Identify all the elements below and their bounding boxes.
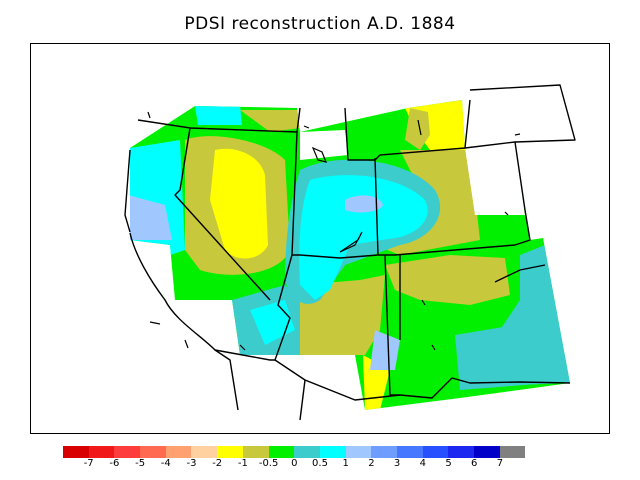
zone-slightly-dry-north [405, 108, 430, 150]
legend-tick-label: 1 [342, 458, 349, 469]
legend-tick-label: -5 [135, 458, 146, 469]
zone-dry-west [210, 148, 268, 259]
legend-swatch [396, 446, 423, 458]
zone-slightly-wet-south-east [455, 325, 550, 390]
legend-tick-label: -7 [83, 458, 94, 469]
legend-tick-label: 5 [445, 458, 452, 469]
legend-swatch [217, 446, 243, 458]
legend-tick-label: 6 [471, 458, 478, 469]
legend-tick-labels: -7 -6 -5 -4 -3 -2 -1 -0.5 0 0.5 1 2 3 4 5 6 7 [0, 458, 640, 474]
lakes-islands [147, 111, 521, 351]
legend-tick-label: 4 [419, 458, 426, 469]
legend-swatch [319, 446, 346, 458]
legend-swatch [474, 446, 500, 458]
zone-wet-central [299, 175, 428, 300]
zone-slightly-dry-northwest [240, 110, 300, 132]
legend-swatch [422, 446, 449, 458]
zone-very-wet-west [130, 195, 172, 240]
legend-swatch [242, 446, 269, 458]
legend-swatch [140, 446, 166, 458]
legend-tick-label: 7 [496, 458, 504, 469]
legend-swatch [191, 446, 218, 458]
legend-tick-label: -3 [186, 458, 197, 469]
legend-swatch [268, 446, 295, 458]
zone-slightly-dry-central [385, 255, 510, 305]
legend-swatch [448, 446, 474, 458]
zone-very-wet-south [370, 330, 400, 370]
legend-swatch [499, 446, 526, 458]
legend-swatch [371, 446, 397, 458]
zone-wet-north [195, 106, 242, 125]
legend-tick-label: -2 [212, 458, 223, 469]
legend-tick-label: 3 [393, 458, 401, 469]
legend-swatch [294, 446, 320, 458]
legend-swatch [63, 446, 89, 458]
legend-tick-label: 0.5 [312, 458, 328, 469]
legend-swatch [345, 446, 372, 458]
unshaded-montana-corner [300, 130, 348, 160]
zone-very-wet-central [345, 195, 383, 213]
color-legend [63, 446, 526, 458]
unshaded-north-dakota [465, 142, 525, 215]
legend-tick-label: -1 [237, 458, 248, 469]
legend-swatch [114, 446, 141, 458]
legend-tick-label: 0 [291, 458, 298, 469]
legend-tick-label: -0.5 [258, 458, 279, 469]
legend-swatch [88, 446, 115, 458]
legend-tick-label: 2 [368, 458, 375, 469]
state-boundaries [124, 84, 576, 421]
legend-tick-label: -6 [109, 458, 120, 469]
legend-swatch [165, 446, 192, 458]
map-title: PDSI reconstruction A.D. 1884 [184, 14, 456, 34]
legend-tick-label: -4 [160, 458, 171, 469]
pdsi-shading [130, 100, 570, 410]
